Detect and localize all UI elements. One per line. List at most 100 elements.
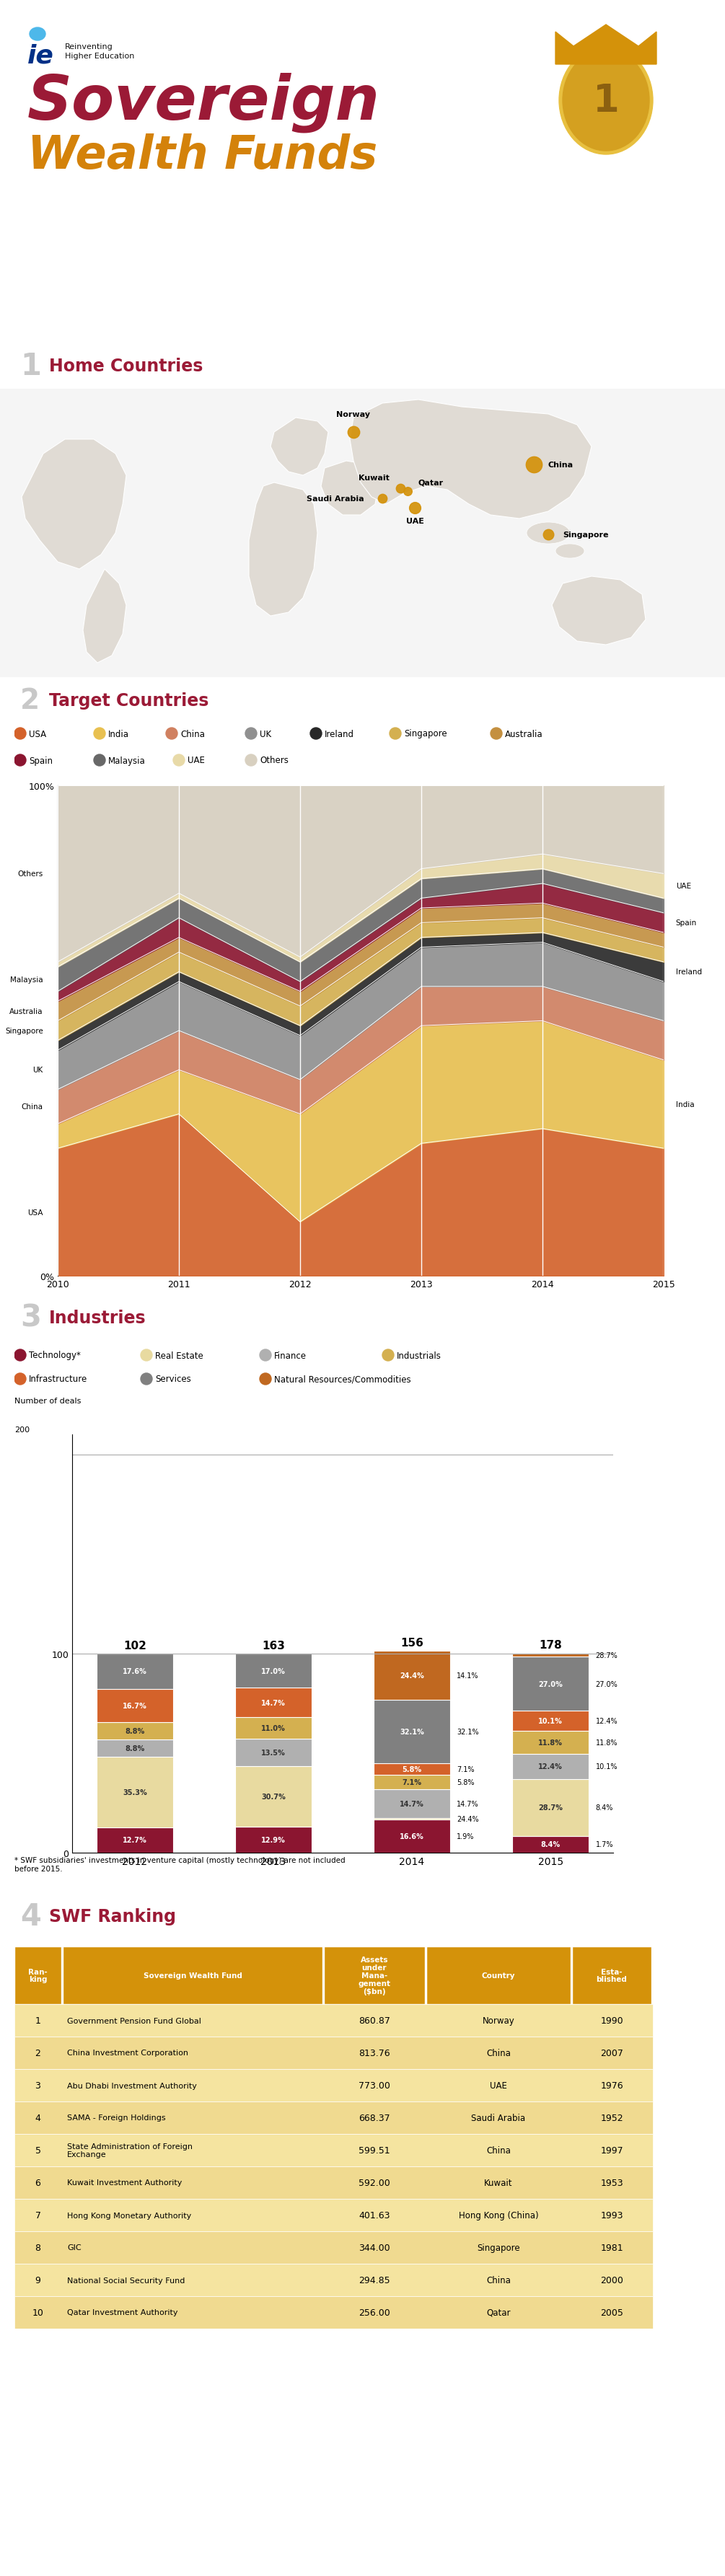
Text: Mana-: Mana- (361, 1971, 387, 1978)
Text: Singapore: Singapore (477, 2244, 520, 2251)
Text: Target Countries: Target Countries (49, 693, 209, 708)
Ellipse shape (310, 729, 322, 739)
Bar (374, 1700, 450, 1765)
Text: Australia: Australia (505, 729, 543, 739)
Ellipse shape (526, 523, 570, 544)
Text: Kuwait Investment Authority: Kuwait Investment Authority (67, 2179, 182, 2187)
Ellipse shape (15, 755, 26, 768)
Text: 12.4%: 12.4% (595, 1718, 618, 1723)
Bar (15, 2295, 652, 2329)
Text: 3: 3 (20, 1303, 41, 1332)
Text: Abu Dhabi Investment Authority: Abu Dhabi Investment Authority (67, 2081, 197, 2089)
Text: of the Sovereign Wealth Lab at IE Business: of the Sovereign Wealth Lab at IE Busine… (22, 2545, 259, 2555)
Text: 14.1%: 14.1% (457, 1672, 479, 1680)
Text: Qatar: Qatar (486, 2308, 510, 2318)
Text: China: China (486, 2048, 510, 2058)
Text: 14.7%: 14.7% (457, 1801, 479, 1808)
Polygon shape (555, 26, 656, 64)
Ellipse shape (491, 729, 502, 739)
Point (394, 469, 406, 510)
Text: State Administration of Foreign
Exchange: State Administration of Foreign Exchange (67, 2143, 193, 2159)
Text: Industrials: Industrials (397, 1350, 442, 1360)
Text: 12.7%: 12.7% (123, 1837, 147, 1844)
Polygon shape (270, 417, 328, 477)
Text: SWF Ranking: SWF Ranking (49, 1909, 176, 1924)
Text: 8.8%: 8.8% (125, 1744, 145, 1752)
Text: Esta-: Esta- (601, 1968, 623, 1976)
Text: under: under (362, 1963, 387, 1971)
Text: Services: Services (155, 1376, 191, 1383)
Text: blished: blished (596, 1976, 627, 1984)
Bar (96, 1690, 173, 1723)
Text: Singapore: Singapore (563, 531, 608, 538)
Bar (374, 1819, 450, 1852)
Text: 30.7%: 30.7% (261, 1793, 286, 1801)
Ellipse shape (141, 1373, 152, 1386)
Text: 1: 1 (20, 350, 41, 381)
Bar (96, 1757, 173, 1826)
Text: Qatar: Qatar (418, 479, 444, 487)
Text: ie: ie (28, 44, 54, 67)
Bar (96, 1739, 173, 1757)
Text: Assets: Assets (360, 1955, 389, 1963)
Ellipse shape (94, 755, 105, 768)
Text: 1981: 1981 (600, 2244, 624, 2251)
Text: 16.7%: 16.7% (123, 1703, 147, 1710)
Text: UAE: UAE (490, 2081, 507, 2089)
Text: SAMA - Foreign Holdings: SAMA - Foreign Holdings (67, 2115, 165, 2123)
Text: IE INSIGHTS: IE INSIGHTS (616, 2527, 703, 2540)
Text: Malaysia: Malaysia (108, 755, 146, 765)
Text: Wealth Funds: Wealth Funds (28, 134, 378, 178)
Text: * SWF subsidiaries' investments in venture capital (mostly technology) are not i: * SWF subsidiaries' investments in ventu… (15, 1857, 345, 1873)
Text: 7.1%: 7.1% (402, 1777, 422, 1785)
Ellipse shape (30, 28, 46, 41)
Ellipse shape (559, 46, 652, 155)
Bar (96, 1826, 173, 1852)
Text: Spain: Spain (29, 755, 53, 765)
Bar (15, 2231, 652, 2264)
Text: 599.51: 599.51 (359, 2146, 390, 2156)
Text: UAE: UAE (676, 884, 691, 889)
Text: Country: Country (481, 1971, 515, 1978)
Text: 6: 6 (35, 2179, 41, 2187)
Text: 1993: 1993 (600, 2210, 623, 2221)
Text: 8: 8 (35, 2244, 41, 2251)
Bar (15, 2166, 652, 2200)
Text: China: China (486, 2146, 510, 2156)
Text: 2000: 2000 (600, 2275, 624, 2285)
Ellipse shape (94, 729, 105, 739)
Text: China Investment Corporation: China Investment Corporation (67, 2050, 189, 2056)
Text: 163: 163 (262, 1641, 285, 1651)
Text: Ireland: Ireland (676, 969, 702, 976)
Polygon shape (350, 399, 592, 520)
Text: USA: USA (29, 729, 46, 739)
Bar (63, 1947, 323, 2004)
Ellipse shape (166, 729, 178, 739)
Text: 28.7%: 28.7% (595, 1651, 618, 1659)
Text: Qatar Investment Authority: Qatar Investment Authority (67, 2308, 178, 2316)
Text: 5.8%: 5.8% (402, 1765, 422, 1772)
Text: 156: 156 (400, 1638, 423, 1649)
Text: 27.0%: 27.0% (595, 1680, 618, 1687)
Text: Malaysia: Malaysia (10, 976, 44, 984)
Ellipse shape (15, 1350, 26, 1360)
Text: 8.4%: 8.4% (541, 1842, 560, 1847)
Polygon shape (321, 461, 378, 515)
Text: Saudi Arabia: Saudi Arabia (307, 495, 364, 502)
Text: 9: 9 (35, 2275, 41, 2285)
Text: UK: UK (260, 729, 271, 739)
Text: Australia: Australia (9, 1007, 44, 1015)
Bar (426, 1947, 571, 2004)
Text: Industries: Industries (49, 1309, 146, 1327)
Text: 4: 4 (20, 1901, 41, 1932)
Text: Ran-: Ran- (28, 1968, 48, 1976)
Bar (374, 1651, 450, 1700)
Bar (513, 1754, 589, 1780)
Text: 1.7%: 1.7% (595, 1842, 613, 1847)
Bar (324, 1947, 425, 2004)
Text: 16.6%: 16.6% (399, 1832, 424, 1839)
Text: 10.1%: 10.1% (595, 1762, 618, 1770)
Text: 7: 7 (35, 2210, 41, 2221)
Text: Government Pension Fund Global: Government Pension Fund Global (67, 2017, 201, 2025)
Bar (15, 2133, 652, 2166)
